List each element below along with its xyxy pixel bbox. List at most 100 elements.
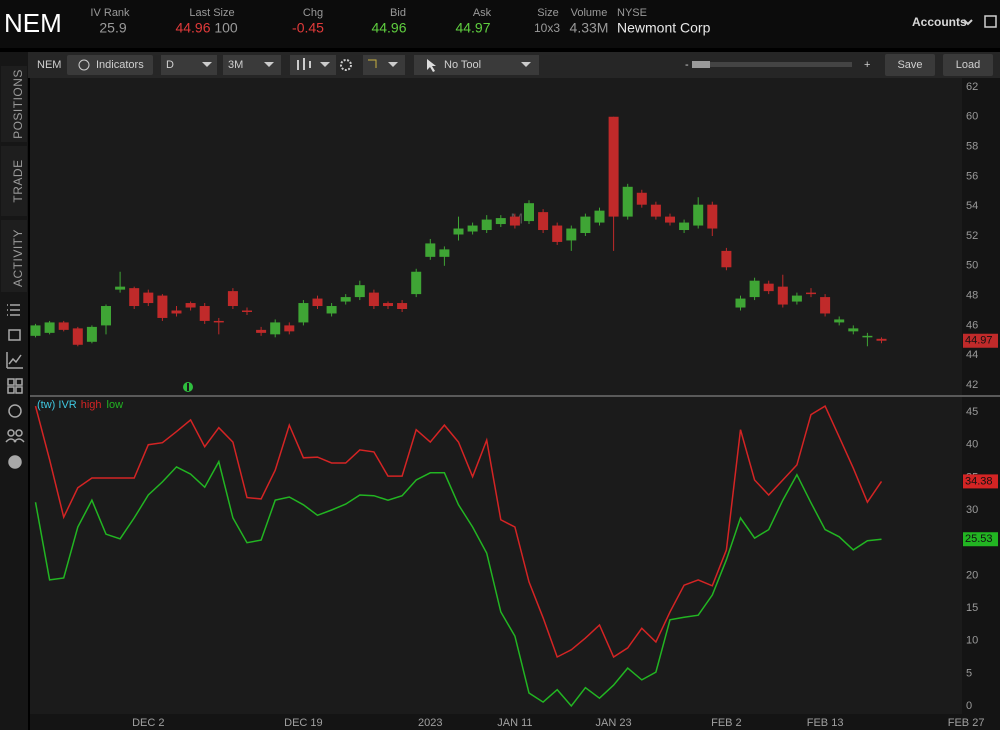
candle-body <box>368 292 379 307</box>
y-tick-label: 54 <box>966 200 978 212</box>
sidebar-tab[interactable]: ACTIVITY <box>1 220 27 292</box>
iv-rank: 25.9 <box>99 20 126 36</box>
field-label: Bid <box>390 7 406 19</box>
range-dropdown[interactable]: 3M <box>223 55 281 75</box>
period-dropdown[interactable]: D <box>161 55 217 75</box>
last-value-label: 25.53 <box>965 533 993 545</box>
field-label: Chg <box>303 7 323 19</box>
settings-icon[interactable] <box>340 59 352 71</box>
field-label: Last Size <box>189 7 234 19</box>
candle-body <box>129 288 140 307</box>
y-tick-label: 44 <box>966 349 978 361</box>
sidebar-tab[interactable]: TRADE <box>1 146 27 216</box>
candle-body <box>509 216 520 226</box>
symbol: NEM <box>4 8 62 38</box>
y-tick-label: 56 <box>966 170 978 182</box>
candle-body <box>693 204 704 226</box>
candle-body <box>665 216 675 223</box>
load-button[interactable]: Load <box>943 54 993 76</box>
candle-body <box>721 250 732 268</box>
legend-entry: low <box>107 399 124 411</box>
candle-body <box>199 306 210 321</box>
candle-body <box>270 322 281 335</box>
last-value-label: 34.38 <box>965 475 993 487</box>
change: -0.45 <box>292 20 324 36</box>
candle-body <box>411 271 422 295</box>
candle-body <box>425 243 436 257</box>
x-tick-label: 2023 <box>418 717 442 729</box>
candle-body <box>566 228 577 241</box>
sidebar-icons[interactable] <box>5 304 25 469</box>
tab-label: POSITIONS <box>11 69 25 139</box>
candle-body <box>707 204 718 229</box>
candle-body <box>763 283 774 292</box>
zoom-slider[interactable] <box>692 62 852 67</box>
tab-label: TRADE <box>11 159 25 202</box>
candle-body <box>256 329 267 333</box>
last-price-label: 44.97 <box>965 335 993 347</box>
x-tick-label: DEC 19 <box>284 717 323 729</box>
candle-body <box>227 291 238 307</box>
candle-body <box>354 285 365 298</box>
candle-body <box>171 310 182 314</box>
x-tick-label: FEB 2 <box>711 717 742 729</box>
save-button[interactable]: Save <box>885 54 935 76</box>
candle-body <box>101 306 111 326</box>
candle-body <box>820 297 831 314</box>
last-value-box <box>963 474 998 489</box>
candle-body <box>44 322 55 333</box>
candle-body <box>185 303 196 308</box>
y-tick-label: 60 <box>966 111 978 123</box>
y-tick-label: 45 <box>966 406 978 418</box>
exchange: NYSE <box>617 7 647 19</box>
candle-body <box>143 292 154 304</box>
window-icon[interactable] <box>984 15 997 28</box>
candle-body <box>552 225 563 242</box>
drawing-dropdown[interactable] <box>363 55 405 75</box>
candle-body <box>608 116 619 217</box>
candle-body <box>58 322 69 330</box>
candle-body <box>312 298 323 307</box>
candle-body <box>213 320 224 323</box>
y-tick-label: 20 <box>966 569 978 581</box>
candle-body <box>86 326 97 342</box>
indicators-button[interactable]: Indicators <box>67 55 153 75</box>
last-price: 44.96 <box>175 20 210 36</box>
y-tick-label: 50 <box>966 260 978 272</box>
y-tick-label: 40 <box>966 439 978 451</box>
candle-body <box>735 298 746 308</box>
dividend-icon[interactable] <box>183 382 193 392</box>
candle-body <box>495 218 506 225</box>
zoom-handle[interactable] <box>692 61 710 68</box>
company: Newmont Corp <box>617 20 711 36</box>
toolbar-symbol[interactable]: NEM <box>37 59 61 71</box>
last-value-box <box>963 532 998 547</box>
y-tick-label: 46 <box>966 319 978 331</box>
chart-style-dropdown[interactable] <box>290 55 336 75</box>
candle-body <box>650 204 661 217</box>
ivr-line <box>34 405 883 659</box>
header-bar <box>0 0 1000 48</box>
candle-body <box>622 186 633 217</box>
dropdown-label: No Tool <box>444 59 481 71</box>
candle-body <box>481 219 492 231</box>
zoom-out[interactable]: - <box>685 59 689 71</box>
x-tick-label: JAN 23 <box>596 717 632 729</box>
button-label: Indicators <box>96 59 144 71</box>
accounts-menu[interactable]: Accounts <box>912 15 967 29</box>
candle-body <box>524 203 534 222</box>
zoom-in[interactable]: + <box>864 59 870 71</box>
candle-body <box>834 319 845 323</box>
tab-label: ACTIVITY <box>11 229 25 287</box>
sidebar-tab[interactable]: POSITIONS <box>1 66 27 142</box>
candle-body <box>806 292 816 295</box>
candle-body <box>580 216 591 233</box>
tool-dropdown[interactable]: No Tool <box>414 55 539 75</box>
candle-body <box>538 212 549 231</box>
candle-body <box>242 310 252 312</box>
candle-body <box>298 303 309 323</box>
candle-body <box>397 303 408 310</box>
candle-body <box>749 280 760 298</box>
